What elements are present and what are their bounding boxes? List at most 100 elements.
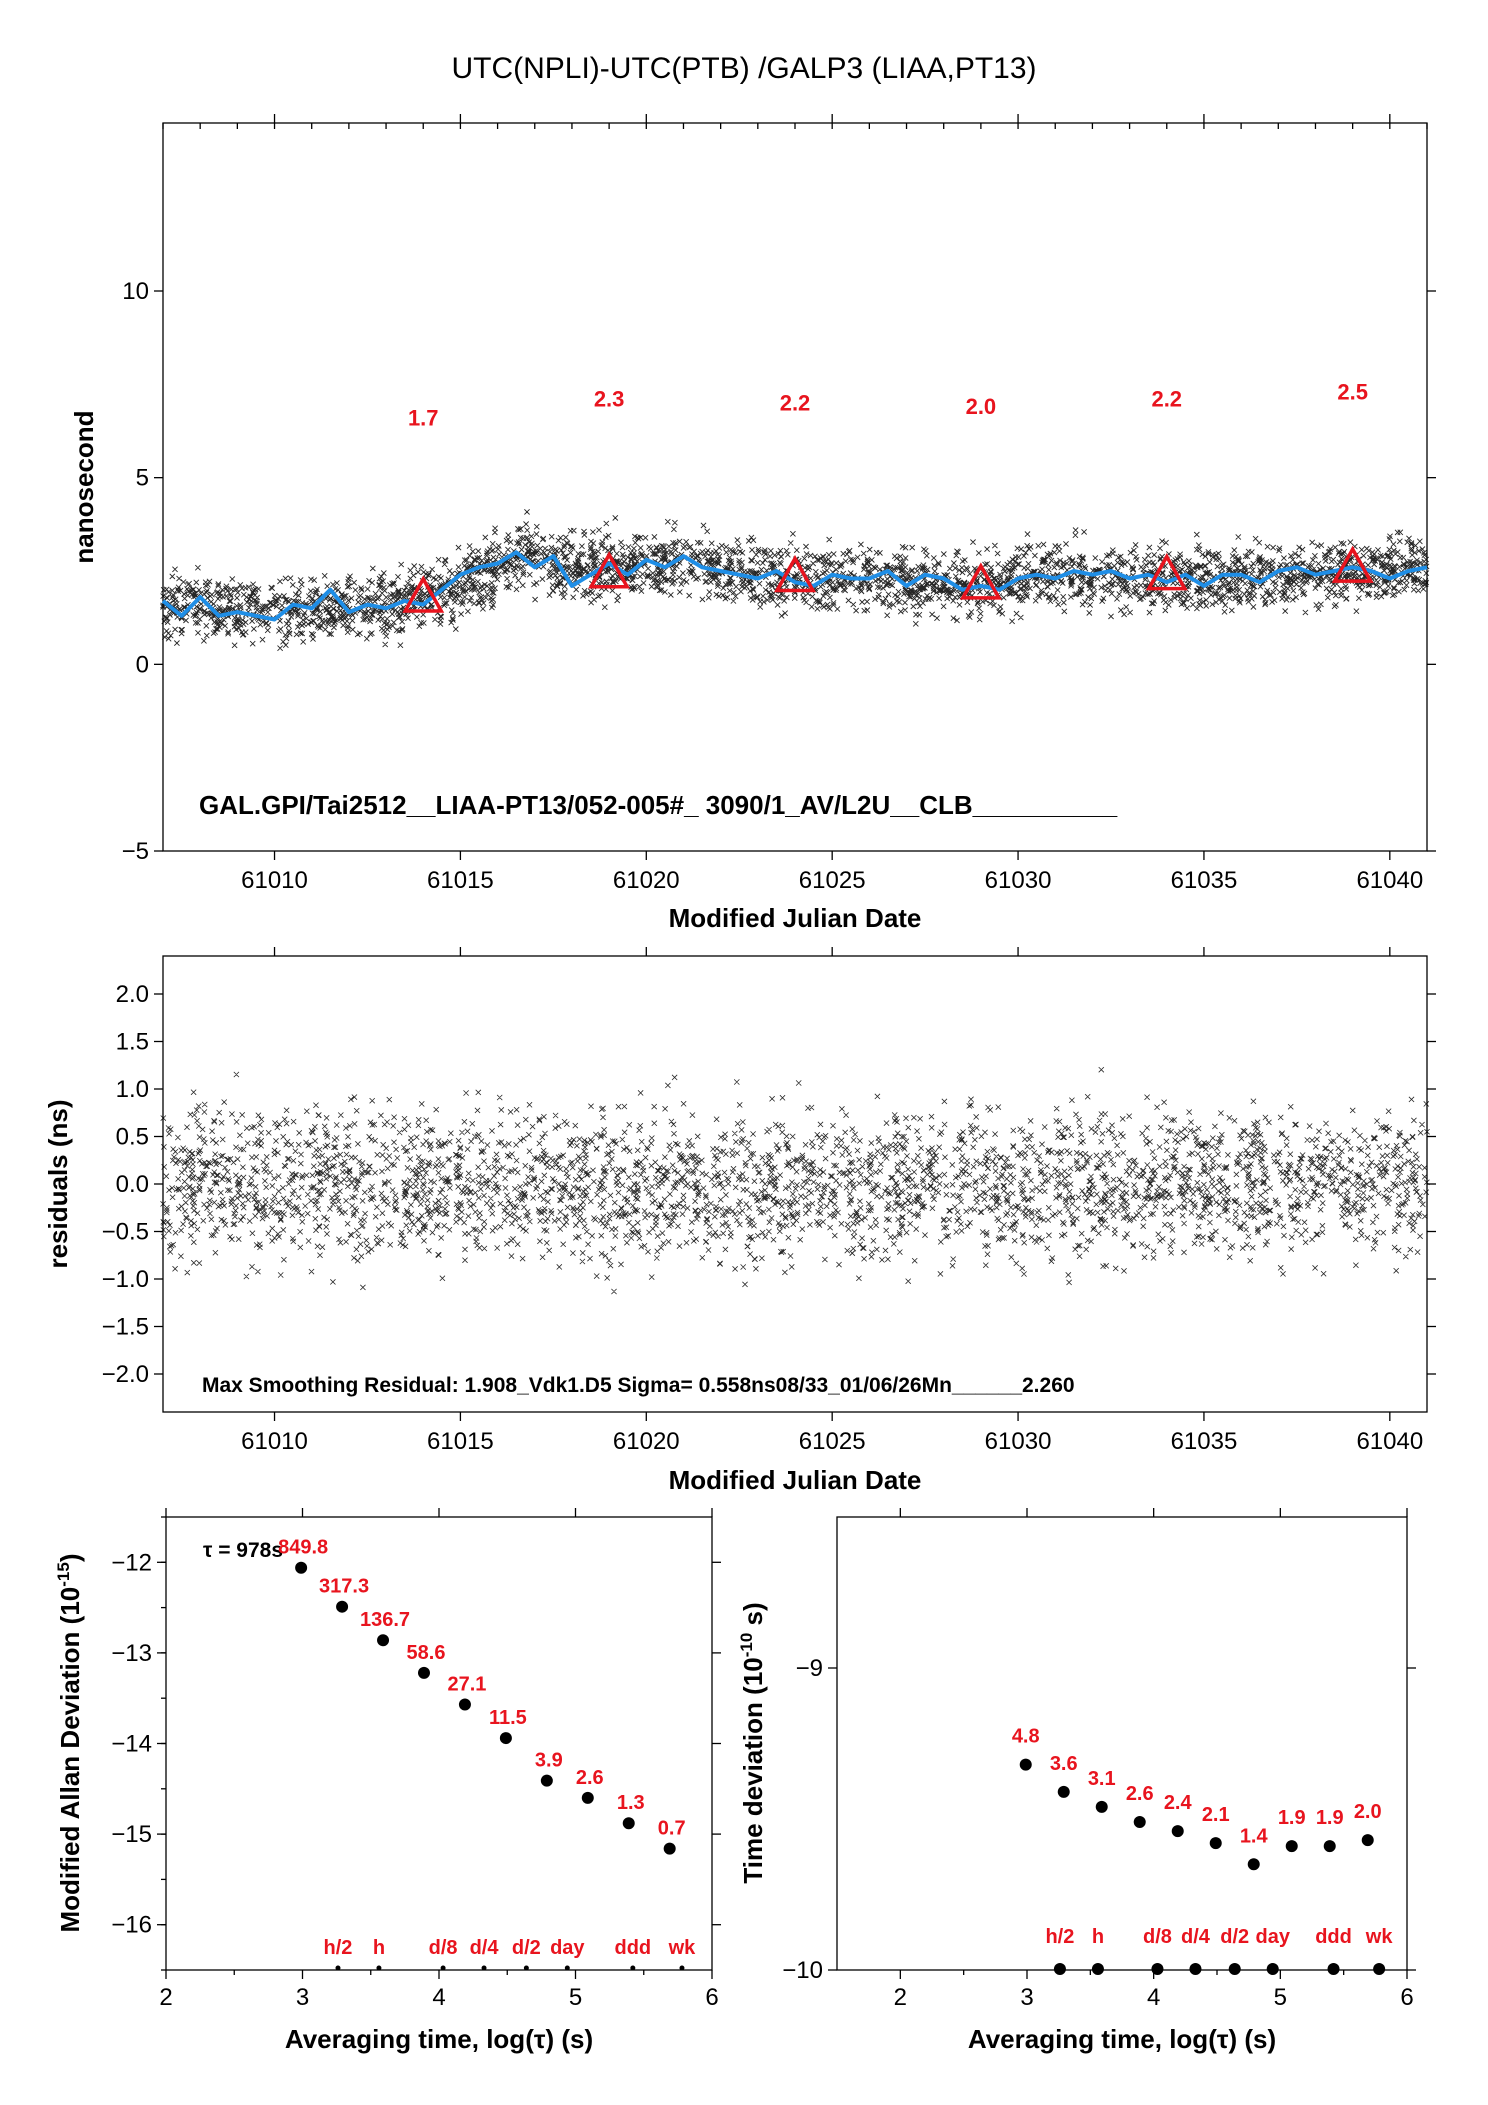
residuals-ytick-label: 1.0 <box>116 1076 149 1103</box>
tau-note: τ = 978s <box>203 1539 283 1562</box>
timeseries-xtick-label: 61040 <box>1356 867 1423 894</box>
tdev-xtick-label: 2 <box>894 1984 907 2011</box>
mdev-point <box>336 1600 349 1613</box>
mdev-point-label: 27.1 <box>447 1674 486 1696</box>
tdev-point <box>1133 1816 1146 1829</box>
mdev-point-label: 3.9 <box>535 1750 563 1772</box>
residual-point-marks <box>160 1066 1430 1295</box>
tdev-point <box>1019 1758 1032 1771</box>
tdev-interval-mark <box>1327 1963 1340 1975</box>
mdev-interval-mark <box>481 1965 487 1971</box>
mdev-xtick-label: 5 <box>569 1984 582 2011</box>
tdev-point-label: 1.9 <box>1316 1807 1344 1829</box>
mdev-ylabel: Modified Allan Deviation (10-15) <box>54 1553 85 1932</box>
mdev-interval-mark <box>564 1965 570 1971</box>
mdev-point <box>377 1634 390 1647</box>
mdev-xtick-label: 3 <box>296 1984 309 2011</box>
tdev-point <box>1209 1837 1222 1850</box>
mdev-interval-label: d/2 <box>512 1937 541 1959</box>
mdev-interval-mark <box>679 1965 685 1971</box>
timeseries-xtick-label: 61025 <box>799 867 866 894</box>
mdev-ytick-label: −16 <box>111 1912 152 1939</box>
mdev-point-label: 11.5 <box>489 1707 527 1729</box>
mdev-xtick-label: 4 <box>432 1984 445 2011</box>
marker-triangle <box>959 562 1002 600</box>
mdev-ytick-label: −12 <box>111 1549 152 1576</box>
mdev-point-label: 0.7 <box>658 1818 686 1840</box>
mdev-panel: Averaging time, log(τ) (s) Modified Alla… <box>54 1508 721 2054</box>
mdev-point <box>458 1698 471 1711</box>
timeseries-ytick-label: 0 <box>136 651 149 678</box>
tdev-ylabel: Time deviation (10-10 s) <box>737 1602 768 1883</box>
timeseries-ytick-label: 5 <box>136 465 149 492</box>
residuals-ytick-label: 0.5 <box>116 1124 149 1151</box>
tdev-point <box>1323 1840 1336 1853</box>
tdev-panel: Averaging time, log(τ) (s) Time deviatio… <box>737 1508 1416 2054</box>
mdev-point-label: 136.7 <box>360 1609 410 1631</box>
timeseries-ytick-label: −5 <box>122 838 149 865</box>
marker-triangle <box>588 551 631 589</box>
tdev-interval-mark <box>1091 1963 1104 1975</box>
tdev-interval-mark <box>1151 1963 1164 1975</box>
timeseries-frame <box>162 122 1428 852</box>
tdev-interval-label: h/2 <box>1045 1926 1074 1948</box>
tdev-point <box>1057 1785 1070 1798</box>
tdev-interval-label: day <box>1255 1926 1290 1948</box>
mdev-interval-label: d/4 <box>470 1937 500 1959</box>
residuals-xtick-label: 61035 <box>1171 1428 1238 1455</box>
residuals-ylabel: residuals (ns) <box>43 1099 73 1268</box>
mdev-interval-mark <box>523 1965 529 1971</box>
residuals-xtick-label: 61025 <box>799 1428 866 1455</box>
tdev-point-label: 3.6 <box>1050 1753 1078 1775</box>
marker-triangle <box>774 554 816 593</box>
tdev-interval-mark <box>1266 1963 1279 1975</box>
mdev-interval-label: day <box>550 1937 585 1959</box>
tdev-interval-label: d/8 <box>1143 1926 1172 1948</box>
tdev-point <box>1095 1800 1108 1813</box>
residuals-xtick-label: 61040 <box>1356 1428 1423 1455</box>
residuals-xtick-label: 61020 <box>613 1428 680 1455</box>
mdev-point <box>295 1561 308 1574</box>
tdev-point-label: 2.4 <box>1164 1792 1193 1814</box>
residuals-ytick-label: −1.0 <box>102 1266 149 1293</box>
mdev-interval-mark <box>440 1965 446 1971</box>
tdev-xtick-label: 6 <box>1400 1984 1413 2011</box>
smoothed-line <box>161 550 1428 622</box>
mdev-xlabel: Averaging time, log(τ) (s) <box>285 2024 593 2054</box>
timeseries-xtick-label: 61010 <box>241 867 308 894</box>
timeseries-annotation: GAL.GPI/Tai2512__LIAA-PT13/052-005#_ 309… <box>199 790 1118 820</box>
tdev-point-label: 1.9 <box>1278 1807 1306 1829</box>
mdev-xtick-label: 6 <box>705 1984 718 2011</box>
tdev-xtick-label: 4 <box>1147 1984 1160 2011</box>
timeseries-ylabel: nanosecond <box>69 410 99 563</box>
mdev-frame <box>165 1516 713 1971</box>
mdev-point-label: 1.3 <box>617 1792 645 1814</box>
tdev-point-label: 3.1 <box>1088 1768 1116 1790</box>
tdev-point-label: 4.8 <box>1012 1726 1040 1748</box>
mdev-point-label: 317.3 <box>319 1576 369 1598</box>
mdev-interval-label: h/2 <box>324 1937 353 1959</box>
mdev-point <box>622 1817 635 1830</box>
mdev-point <box>499 1732 512 1745</box>
residuals-ytick-label: −1.5 <box>102 1314 149 1341</box>
timeseries-ytick-label: 10 <box>122 278 149 305</box>
marker-label: 2.3 <box>594 387 625 412</box>
tdev-point-label: 2.0 <box>1354 1801 1382 1823</box>
mdev-interval-label: ddd <box>615 1937 652 1959</box>
residuals-xlabel: Modified Julian Date <box>669 1465 922 1495</box>
tdev-interval-mark <box>1053 1963 1066 1975</box>
tdev-interval-label: d/2 <box>1220 1926 1249 1948</box>
timeseries-xlabel: Modified Julian Date <box>669 903 922 933</box>
timeseries-panel: Modified Julian Date nanosecond GAL.GPI/… <box>69 114 1436 933</box>
timeseries-xtick-label: 61015 <box>427 867 494 894</box>
mdev-point <box>417 1666 430 1679</box>
tdev-xlabel: Averaging time, log(τ) (s) <box>968 2024 1276 2054</box>
tdev-xtick-label: 3 <box>1020 1984 1033 2011</box>
tdev-point-label: 2.1 <box>1202 1804 1230 1826</box>
mdev-point-label: 2.6 <box>576 1767 604 1789</box>
tdev-interval-label: ddd <box>1315 1926 1352 1948</box>
tdev-interval-label: d/4 <box>1181 1926 1211 1948</box>
tdev-interval-label: h <box>1092 1926 1104 1948</box>
residuals-ytick-label: 0.0 <box>116 1171 149 1198</box>
